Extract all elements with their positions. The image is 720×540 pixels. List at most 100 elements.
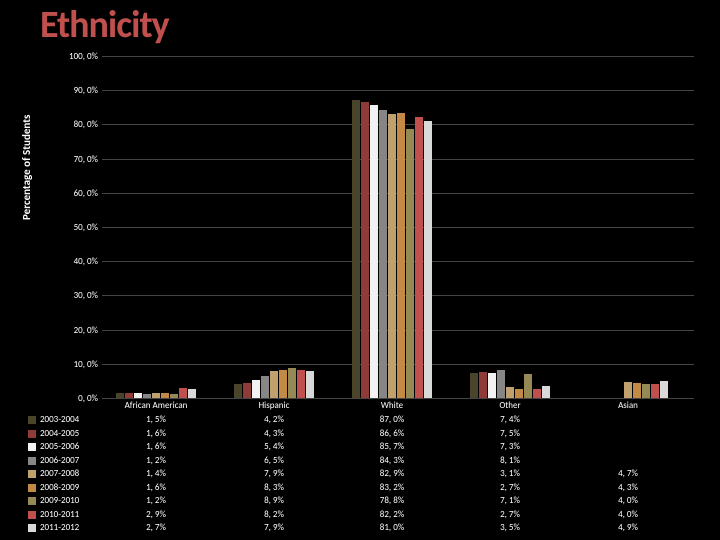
legend-swatch <box>28 524 36 532</box>
plot-area <box>102 56 694 398</box>
legend-swatch <box>28 511 36 519</box>
bar <box>624 382 632 398</box>
bar <box>542 386 550 398</box>
category-header: Hispanic <box>220 400 328 411</box>
table-cell: 81, 0% <box>338 522 446 533</box>
bar <box>279 370 287 398</box>
bar <box>143 394 151 398</box>
bar <box>415 117 423 398</box>
table-cell: 4, 0% <box>574 495 682 506</box>
y-tick-label: 30, 0% <box>54 290 98 301</box>
y-axis-label: Percentage of Students <box>20 115 33 220</box>
table-cell: 1, 2% <box>102 495 210 506</box>
bar <box>388 114 396 398</box>
bar <box>188 389 196 398</box>
bar <box>633 383 641 398</box>
bar <box>234 384 242 398</box>
table-cell: 7, 3% <box>456 441 564 452</box>
table-cell: 86, 6% <box>338 428 446 439</box>
table-cell: 83, 2% <box>338 482 446 493</box>
category-header-row: African AmericanHispanicWhiteOtherAsian <box>102 400 694 413</box>
bar <box>497 370 505 398</box>
y-tick-label: 60, 0% <box>54 188 98 199</box>
table-cell: 4, 3% <box>574 482 682 493</box>
table-row: 2004-20051, 6%4, 3%86, 6%7, 5% <box>0 428 720 441</box>
y-tick-label: 40, 0% <box>54 256 98 267</box>
table-row: 2007-20081, 4%7, 9%82, 9%3, 1%4, 7% <box>0 468 720 481</box>
bar <box>660 381 668 398</box>
bar <box>515 389 523 398</box>
table-cell: 1, 5% <box>102 414 210 425</box>
bar <box>642 384 650 398</box>
y-tick-label: 10, 0% <box>54 359 98 370</box>
y-tick-label: 90, 0% <box>54 85 98 96</box>
series-label: 2007-2008 <box>40 468 98 479</box>
y-tick-label: 70, 0% <box>54 154 98 165</box>
table-cell: 4, 3% <box>220 428 328 439</box>
table-cell: 82, 2% <box>338 509 446 520</box>
bar <box>243 383 251 398</box>
bar <box>161 393 169 398</box>
table-cell: 8, 3% <box>220 482 328 493</box>
series-label: 2003-2004 <box>40 414 98 425</box>
table-row: 2008-20091, 6%8, 3%83, 2%2, 7%4, 3% <box>0 482 720 495</box>
bar <box>524 374 532 398</box>
y-tick-label: 100, 0% <box>54 51 98 62</box>
bar <box>261 376 269 398</box>
series-label: 2006-2007 <box>40 455 98 466</box>
bar <box>134 393 142 398</box>
table-cell: 5, 4% <box>220 441 328 452</box>
table-cell: 1, 6% <box>102 441 210 452</box>
bar <box>270 371 278 398</box>
table-row: 2010-20112, 9%8, 2%82, 2%2, 7%4, 0% <box>0 509 720 522</box>
bars-container <box>102 56 694 398</box>
table-cell: 7, 9% <box>220 522 328 533</box>
table-cell: 4, 7% <box>574 468 682 479</box>
series-label: 2010-2011 <box>40 509 98 520</box>
gridline <box>102 398 694 399</box>
series-label: 2005-2006 <box>40 441 98 452</box>
bar <box>306 371 314 398</box>
table-row: 2003-2004 1, 5% 4, 2% 87, 0% 7, 4% <box>0 414 720 427</box>
table-cell: 82, 9% <box>338 468 446 479</box>
table-cell: 8, 1% <box>456 455 564 466</box>
series-label: 2009-2010 <box>40 495 98 506</box>
table-cell: 1, 4% <box>102 468 210 479</box>
bar <box>379 110 387 398</box>
series-label: 2011-2012 <box>40 522 98 533</box>
bar <box>125 393 133 398</box>
legend-swatch <box>28 443 36 451</box>
table-cell: 7, 4% <box>456 414 564 425</box>
table-cell: 85, 7% <box>338 441 446 452</box>
table-cell: 1, 2% <box>102 455 210 466</box>
table-row: 2005-2006 1, 6% 5, 4% 85, 7% 7, 3% <box>0 441 720 454</box>
bar <box>361 102 369 398</box>
bar <box>651 384 659 398</box>
bar <box>533 389 541 398</box>
chart-title: Ethnicity <box>40 2 169 48</box>
bar <box>488 373 496 398</box>
bar <box>252 380 260 398</box>
table-cell: 4, 2% <box>220 414 328 425</box>
y-tick-label: 50, 0% <box>54 222 98 233</box>
bar <box>297 370 305 398</box>
y-tick-label: 20, 0% <box>54 325 98 336</box>
table-cell: 2, 7% <box>456 509 564 520</box>
table-cell: 7, 1% <box>456 495 564 506</box>
table-cell: 3, 1% <box>456 468 564 479</box>
bar <box>506 387 514 398</box>
category-header: African American <box>102 400 210 411</box>
bar <box>370 105 378 398</box>
series-label: 2008-2009 <box>40 482 98 493</box>
table-row: 2011-20122, 7%7, 9%81, 0%3, 5%4, 9% <box>0 522 720 535</box>
table-cell: 8, 9% <box>220 495 328 506</box>
category-header: White <box>338 400 446 411</box>
bar <box>470 373 478 398</box>
table-cell: 87, 0% <box>338 414 446 425</box>
table-cell: 4, 0% <box>574 509 682 520</box>
y-tick-label: 80, 0% <box>54 119 98 130</box>
table-cell: 7, 5% <box>456 428 564 439</box>
table-row: 2009-20101, 2%8, 9%78, 8%7, 1%4, 0% <box>0 495 720 508</box>
table-row: 2006-20071, 2%6, 5%84, 3%8, 1% <box>0 455 720 468</box>
legend-swatch <box>28 484 36 492</box>
